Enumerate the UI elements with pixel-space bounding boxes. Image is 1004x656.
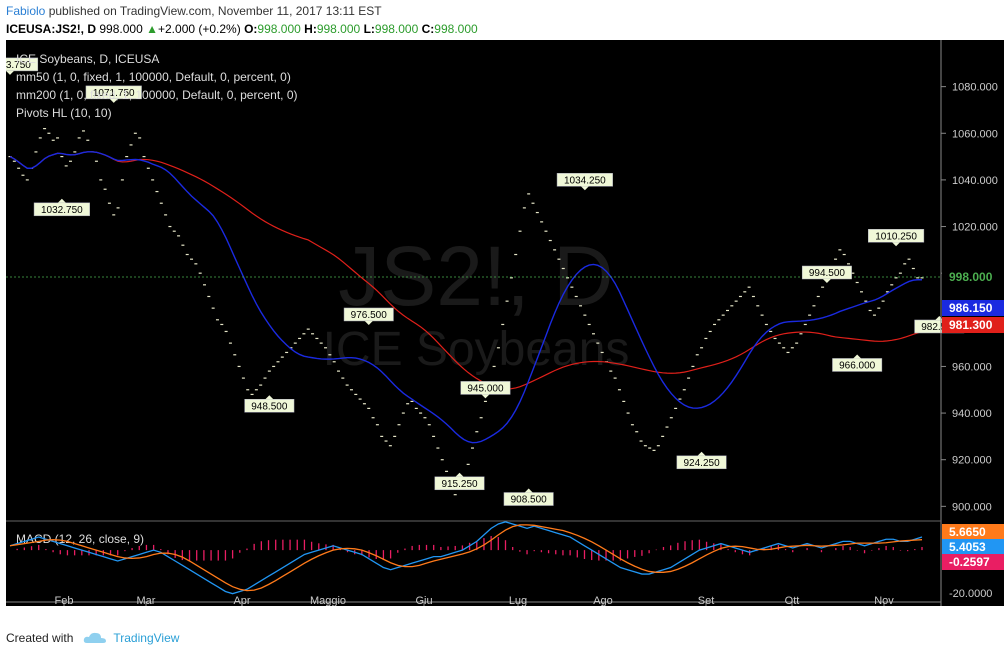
y-tick-label: 1080.000 — [952, 82, 998, 94]
mm200-badge — [942, 317, 1004, 333]
pivot-label: 1032.750 — [33, 198, 90, 217]
price-axis[interactable]: 1080.0001060.0001040.0001020.0001000.000… — [941, 82, 998, 514]
hist-axis-label: -0.2597 — [949, 555, 990, 569]
svg-text:994.500: 994.500 — [809, 268, 846, 279]
macd-histogram — [16, 536, 923, 561]
svg-text:908.500: 908.500 — [511, 495, 548, 506]
author-link[interactable]: Fabiolo — [6, 4, 46, 18]
publish-info: Fabiolo published on TradingView.com, No… — [6, 4, 382, 18]
mm200-line — [9, 151, 923, 390]
pivot-label: 1034.250 — [556, 173, 613, 191]
svg-text:924.250: 924.250 — [683, 458, 720, 469]
svg-text:948.500: 948.500 — [251, 401, 288, 412]
svg-text:1034.250: 1034.250 — [564, 175, 606, 186]
legend-title: ICE Soybeans, D, ICEUSA — [16, 52, 159, 66]
macd-y-tick: -20.0000 — [949, 588, 992, 600]
y-tick-label: 1040.000 — [952, 175, 998, 187]
pivot-label: 1071.750 — [85, 85, 142, 103]
pivot-label: 924.250 — [676, 451, 727, 470]
x-tick-label: Nov — [874, 595, 894, 606]
legend-pivots: Pivots HL (10, 10) — [16, 106, 112, 120]
pivot-label: 948.500 — [244, 395, 295, 413]
svg-text:1032.750: 1032.750 — [41, 205, 83, 216]
high-label: H: — [304, 22, 317, 36]
x-tick-label: Maggio — [310, 595, 346, 606]
pivot-label: 994.500 — [801, 265, 852, 283]
hist-badge — [942, 554, 1004, 570]
pivot-label: 915.250 — [434, 472, 485, 491]
last-price-badge — [942, 269, 1004, 285]
y-tick-label: 920.000 — [952, 455, 992, 467]
chart-area[interactable]: JS2!, D ICE Soybeans 1083.750 1071.750 103… — [0, 40, 1004, 607]
macd-badge — [942, 524, 1004, 540]
watermark-symbol: JS2!, D — [338, 229, 613, 323]
time-axis[interactable]: Feb Mar Apr Maggio Giu Lug Ago Set Ott Nov — [55, 595, 895, 607]
x-tick-label: Ago — [593, 595, 613, 606]
up-arrow-icon: ▲ — [146, 22, 158, 36]
close-value: 998.000 — [434, 22, 478, 36]
watermark-name: ICE Soybeans — [323, 323, 630, 376]
legend-macd: MACD (12, 26, close, 9) — [16, 532, 144, 546]
high-value: 998.000 — [316, 22, 361, 36]
signal-badge — [942, 539, 1004, 555]
svg-text:982.500: 982.500 — [921, 322, 958, 333]
legend-mm50: mm50 (1, 0, fixed, 1, 100000, Default, 0… — [16, 70, 291, 84]
macd-line — [9, 521, 923, 595]
x-tick-label: Set — [698, 595, 715, 606]
x-tick-label: Ott — [785, 595, 800, 606]
pivot-label: 945.000 — [460, 381, 511, 399]
x-tick-label: Mar — [137, 595, 156, 606]
pivot-label: 966.000 — [832, 354, 883, 372]
y-tick-label: 1020.000 — [952, 222, 998, 234]
open-value: 998.000 — [257, 22, 301, 36]
x-tick-label: Apr — [233, 595, 250, 606]
low-value: 998.000 — [374, 22, 419, 36]
x-tick-label: Giu — [415, 595, 432, 606]
mm50-line — [9, 151, 922, 444]
macd-axis-label: 5.6650 — [949, 525, 986, 539]
symbol-label: ICEUSA:JS2!, D — [6, 22, 97, 36]
svg-text:966.000: 966.000 — [839, 360, 876, 371]
created-with-text: Created with — [6, 631, 74, 645]
y-tick-label: 940.000 — [952, 408, 992, 420]
y-tick-label: 960.000 — [952, 361, 992, 373]
pivot-label: 908.500 — [503, 488, 554, 506]
close-label: C: — [421, 22, 435, 36]
last-price-axis-label: 998.000 — [949, 270, 993, 284]
svg-text:976.500: 976.500 — [351, 310, 388, 321]
pivot-labels: 1083.750 1071.750 1032.750 948.500 976.500 91… — [0, 57, 965, 506]
price-chart[interactable]: JS2!, D ICE Soybeans 1083.750 1071.750 103… — [0, 40, 1004, 607]
open-label: O: — [244, 22, 258, 36]
x-tick-label: Lug — [509, 595, 527, 606]
y-tick-label: 1060.000 — [952, 128, 998, 140]
svg-text:1083.750: 1083.750 — [6, 60, 31, 71]
svg-text:945.000: 945.000 — [467, 383, 504, 394]
svg-text:1071.750: 1071.750 — [93, 88, 135, 99]
published-text: published on TradingView.com, November 1… — [48, 4, 382, 18]
x-tick-label: Feb — [55, 595, 74, 606]
mm50-badge — [942, 300, 1004, 316]
mm50-axis-label: 986.150 — [949, 301, 993, 315]
signal-axis-label: 5.4053 — [949, 540, 986, 554]
footer: Created with TradingView — [6, 631, 179, 645]
tradingview-cloud-icon — [84, 632, 107, 643]
legend-mm200: mm200 (1, 0, fixed, 1, 100000, Default, … — [16, 88, 298, 102]
pivot-label: 1010.250 — [868, 229, 925, 247]
last-price: 998.000 — [99, 22, 143, 36]
pivot-label: 976.500 — [343, 307, 394, 325]
change-value: +2.000 (+0.2%) — [158, 22, 241, 36]
tradingview-link[interactable]: TradingView — [113, 631, 180, 645]
pivot-label: 1083.750 — [0, 57, 39, 75]
low-label: L: — [363, 22, 375, 36]
svg-text:915.250: 915.250 — [441, 479, 478, 490]
y-tick-label: 900.000 — [952, 501, 992, 513]
mm200-axis-label: 981.300 — [949, 318, 993, 332]
quote-line: ICEUSA:JS2!, D 998.000 ▲+2.000 (+0.2%) O… — [6, 22, 478, 36]
svg-text:1010.250: 1010.250 — [875, 231, 917, 242]
macd-signal-line — [9, 524, 923, 592]
